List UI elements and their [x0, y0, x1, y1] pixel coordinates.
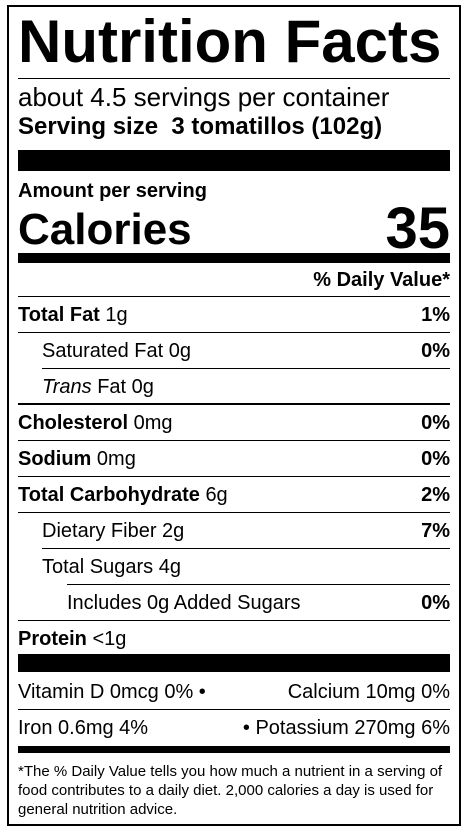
medium-bar	[18, 253, 450, 263]
nutrient-amount: 1g	[105, 304, 128, 326]
vitamin-left: Vitamin D 0mcg 0% •	[18, 681, 206, 703]
title: Nutrition Facts	[18, 8, 442, 75]
divider	[42, 368, 450, 369]
serving-size: Serving size 3 tomatillos (102g)	[18, 115, 382, 139]
nutrient-row: Cholesterol 0mg	[18, 413, 173, 433]
divider	[18, 296, 450, 297]
thick-bar	[18, 654, 450, 672]
daily-value: 2%	[421, 484, 450, 506]
nutrient-name-italic: Trans	[42, 376, 92, 398]
nutrient-name: Fat	[97, 376, 127, 398]
nutrient-name: Dietary Fiber	[42, 520, 157, 542]
nutrient-row: Protein <1g	[18, 629, 126, 649]
serving-size-value: 3 tomatillos (102g)	[171, 113, 383, 140]
nutrient-name: Cholesterol	[18, 412, 129, 434]
nutrient-name: Total Carbohydrate	[18, 484, 200, 506]
nutrient-amount: 4g	[158, 556, 181, 578]
divider	[42, 548, 450, 549]
nutrient-amount: 0g	[131, 376, 154, 398]
vitamin-right: • Potassium 270mg 6%	[242, 717, 450, 739]
nutrient-amount: 6g	[205, 484, 228, 506]
nutrient-name: Total Sugars	[42, 556, 154, 578]
amount-per-serving: Amount per serving	[18, 180, 207, 202]
divider	[67, 584, 450, 585]
nutrient-amount: 0mg	[96, 448, 136, 470]
medium-bar	[18, 746, 450, 753]
divider	[18, 476, 450, 477]
divider	[18, 332, 450, 333]
divider	[18, 403, 450, 405]
divider	[18, 620, 450, 621]
divider	[18, 709, 450, 710]
nutrient-row: Trans Fat 0g	[42, 377, 154, 397]
calories-label: Calories	[18, 205, 192, 254]
nutrient-row: Dietary Fiber 2g	[42, 521, 184, 541]
nutrient-row: Saturated Fat 0g	[42, 341, 191, 361]
daily-value: 0%	[421, 340, 450, 362]
calories-value: 35	[385, 196, 450, 261]
vitamin-right: Calcium 10mg 0%	[287, 681, 450, 703]
daily-value: 7%	[421, 520, 450, 542]
daily-value: 0%	[421, 412, 450, 434]
nutrient-name: Includes 0g Added Sugars	[67, 592, 301, 614]
nutrient-amount: 0g	[168, 340, 191, 362]
nutrient-name: Saturated Fat	[42, 340, 164, 362]
nutrient-name: Sodium	[18, 448, 92, 470]
divider	[18, 78, 450, 79]
nutrient-amount: 0mg	[133, 412, 173, 434]
divider	[18, 512, 450, 513]
nutrient-amount: 2g	[162, 520, 185, 542]
daily-value-header: % Daily Value*	[313, 269, 450, 291]
divider	[18, 440, 450, 441]
daily-value: 0%	[421, 448, 450, 470]
servings: about 4.5 servings per container	[18, 82, 390, 112]
nutrient-name: Protein	[18, 628, 87, 650]
nutrient-row: Includes 0g Added Sugars	[67, 593, 301, 613]
vitamin-left: Iron 0.6mg 4%	[18, 717, 149, 739]
nutrient-row: Total Sugars 4g	[42, 557, 181, 577]
nutrient-row: Total Carbohydrate 6g	[18, 485, 228, 505]
serving-size-label: Serving size	[18, 113, 159, 140]
nutrient-amount: <1g	[92, 628, 127, 650]
daily-value: 0%	[421, 592, 450, 614]
nutrient-row: Total Fat 1g	[18, 305, 128, 325]
footnote: *The % Daily Value tells you how much a …	[18, 763, 443, 818]
nutrient-name: Total Fat	[18, 304, 100, 326]
nutrient-row: Sodium 0mg	[18, 449, 136, 469]
nutrition-label: Nutrition Facts about 4.5 servings per c…	[7, 5, 461, 826]
daily-value: 1%	[421, 304, 450, 326]
thick-bar	[18, 150, 450, 171]
